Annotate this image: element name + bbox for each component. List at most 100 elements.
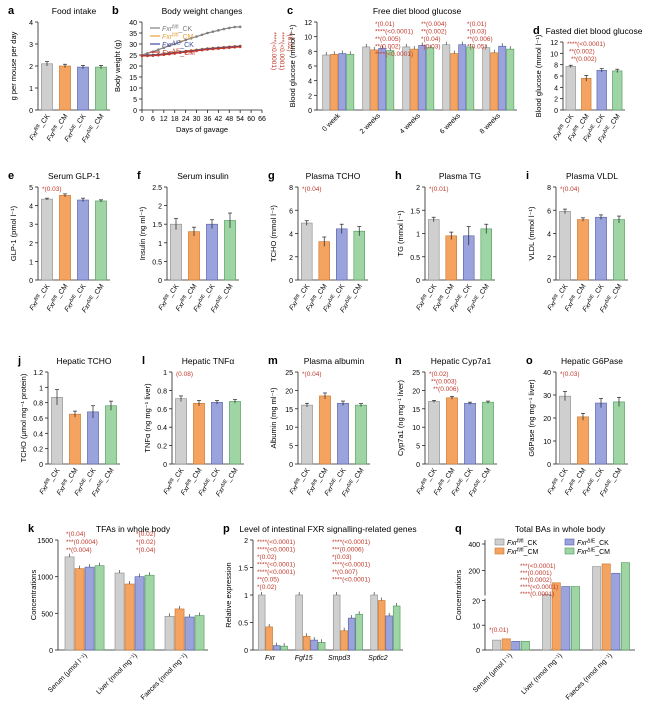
bar xyxy=(347,617,356,651)
y-axis-label: Albumin (mg ml⁻¹) xyxy=(269,387,278,449)
bar xyxy=(565,66,576,111)
data-point xyxy=(162,53,166,57)
bar xyxy=(188,231,200,281)
treatment: _CM xyxy=(55,113,70,130)
genotype-sup: fl/fl xyxy=(61,478,70,487)
y-tick-label: 1.5 xyxy=(238,566,248,573)
gene-name: Fxr xyxy=(582,484,594,497)
y-axis-label: Concentrations xyxy=(454,570,463,621)
panel-letter: q xyxy=(455,523,462,535)
bar xyxy=(611,572,621,651)
significance-label: *(0.01) xyxy=(375,21,395,28)
category-label: 8 weeks xyxy=(479,112,502,135)
y-tick-label: 5 xyxy=(289,444,293,451)
panel-title: Hepatic G6Pase xyxy=(561,356,623,366)
genotype-sup: fl/fl xyxy=(420,477,429,486)
treatment: _CM xyxy=(315,467,330,484)
data-point xyxy=(206,31,209,35)
bar xyxy=(410,48,419,111)
gene-name: Fxr xyxy=(305,300,317,313)
genotype-sup: fl/fl xyxy=(33,293,42,302)
panel-title: Serum insulin xyxy=(177,171,229,181)
y-tick-label: 2 xyxy=(416,185,420,192)
gene-name: Fxr xyxy=(29,129,41,142)
y-tick-label: 1.2 xyxy=(33,370,43,377)
bar xyxy=(319,395,331,465)
bar xyxy=(464,402,476,465)
gene-name: Fxr xyxy=(416,483,428,496)
y-tick-label: 15 xyxy=(129,75,137,82)
y-tick-label: 0 xyxy=(547,278,551,285)
bar xyxy=(620,562,630,651)
gene-name: Fxr xyxy=(39,483,51,496)
group-label: FxrΔIE_CM xyxy=(162,49,195,57)
bar xyxy=(211,402,223,465)
genotype-sup: ΔIE xyxy=(86,294,96,305)
treatment: _CM xyxy=(189,467,204,484)
bar xyxy=(595,402,607,465)
gene-name: Fxr xyxy=(468,485,480,498)
treatment: _CM xyxy=(55,283,70,300)
bar xyxy=(301,404,313,465)
treatment: _CK xyxy=(179,42,194,49)
gene-name: Fxr xyxy=(432,300,444,313)
significance-label: ****(<0.0001) xyxy=(332,562,370,569)
y-tick-label: 4 xyxy=(289,232,293,239)
gene-name: Fxr xyxy=(74,484,86,497)
y-tick-label: 20 xyxy=(285,388,293,395)
gene-name: Fxr xyxy=(193,300,205,313)
panel-letter: n xyxy=(395,355,402,367)
bar xyxy=(595,216,607,281)
bar xyxy=(336,228,348,281)
treatment: _CM xyxy=(478,467,493,484)
bar xyxy=(95,200,107,281)
bar xyxy=(362,46,371,111)
y-tick-label: 20 xyxy=(129,64,137,71)
gene-name: Fxr xyxy=(81,301,93,314)
bar xyxy=(77,199,89,281)
data-point xyxy=(227,26,231,30)
y-tick-label: 10 xyxy=(412,425,420,432)
treatment: _CM xyxy=(351,467,366,484)
genotype-sup: ΔIE xyxy=(68,293,78,304)
bar xyxy=(175,398,187,465)
data-point xyxy=(217,47,220,50)
significance-label: *(0.02) xyxy=(136,531,156,538)
gene-name: Fxr xyxy=(599,485,611,498)
y-tick-label: 40 xyxy=(543,370,551,377)
y-tick-label: 2 xyxy=(554,97,558,104)
significance-label: *(0.02) xyxy=(429,371,449,378)
genotype-sup: ΔIE xyxy=(604,478,614,489)
data-point xyxy=(157,53,160,57)
x-tick-label: 30 xyxy=(193,116,201,123)
genotype-sup: fl/fl xyxy=(185,478,194,487)
data-point xyxy=(140,54,144,58)
bar xyxy=(105,405,117,465)
gene-name: Fxr xyxy=(449,300,461,313)
panel-letter: o xyxy=(526,355,533,367)
data-point xyxy=(233,25,237,29)
category-label: Sptlc2 xyxy=(368,655,388,662)
genotype-sup: ΔIE xyxy=(220,478,230,489)
category-label: Fgf15 xyxy=(295,655,313,662)
y-axis-label: Insulin (ng ml⁻¹) xyxy=(138,206,147,260)
y-axis-label: Body weight (g) xyxy=(113,39,122,92)
group-label: Fxrfl/fl_CM xyxy=(162,33,193,41)
bar xyxy=(301,222,313,281)
genotype-sup: ΔIE xyxy=(202,477,212,488)
gene-name: Fxr xyxy=(46,300,58,313)
y-axis-label: Blood glucose (mmol l⁻¹) xyxy=(288,24,297,107)
panel-title: Hepatic TCHO xyxy=(56,356,111,366)
data-point xyxy=(222,27,226,31)
significance-label: **(0.002) xyxy=(571,56,597,63)
group-label: Fxrfl/fl_CK xyxy=(162,25,192,33)
data-point xyxy=(211,30,215,33)
y-tick-label: 30 xyxy=(543,393,551,400)
bar xyxy=(317,641,326,651)
gene-name: Fxr xyxy=(507,540,518,547)
data-point xyxy=(189,36,193,40)
treatment: _CM xyxy=(594,549,610,556)
y-tick-label: 1.5 xyxy=(152,222,162,229)
